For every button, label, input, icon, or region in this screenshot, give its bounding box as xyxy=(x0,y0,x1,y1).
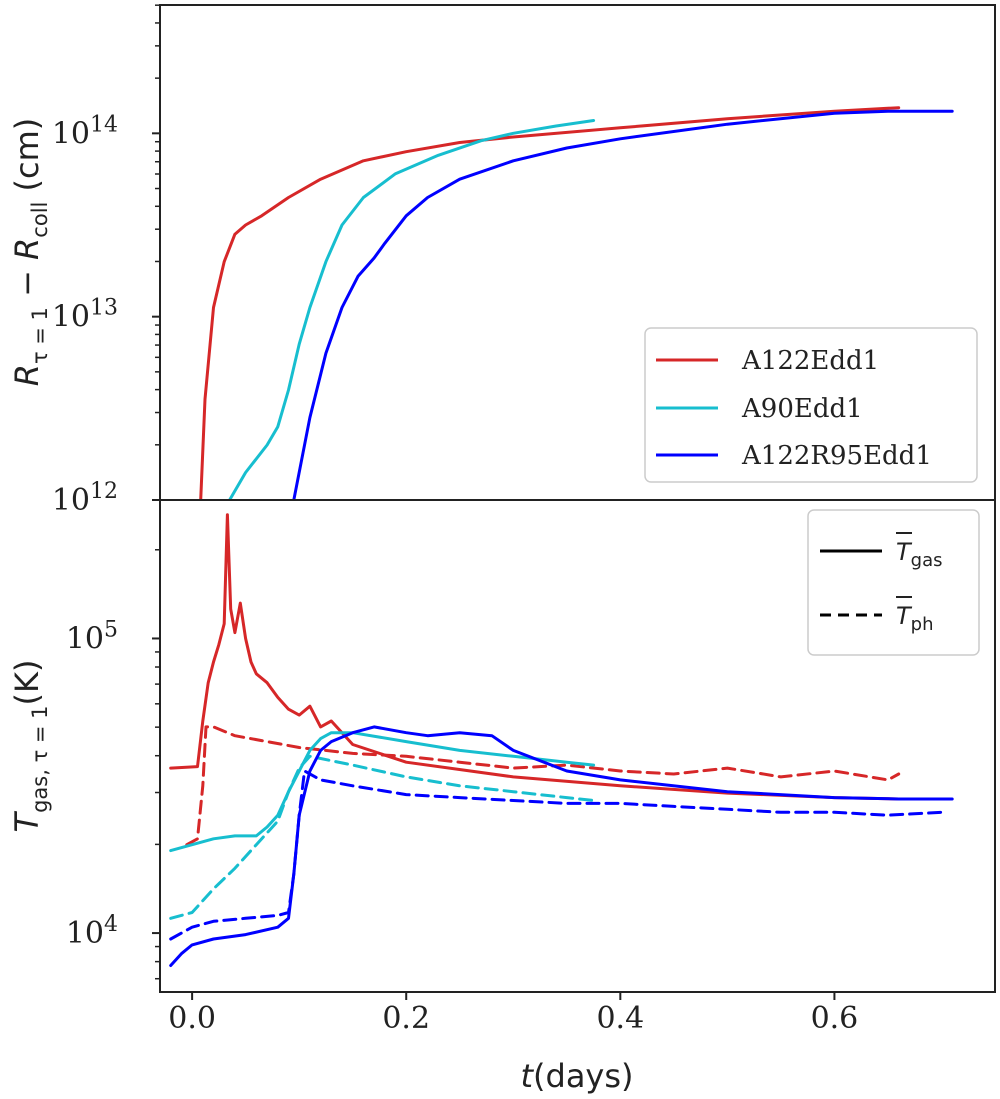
y-tick-label: 1014 xyxy=(52,112,118,151)
legend-label-a122r95edd1: A122R95Edd1 xyxy=(741,441,932,471)
top-legend: A122Edd1 A90Edd1 A122R95Edd1 xyxy=(644,327,978,483)
y-tick-label: 105 xyxy=(66,617,118,656)
x-tick-label: 0.4 xyxy=(596,1001,644,1036)
legend-label-tgas: Tgas xyxy=(896,538,943,571)
top-y-ticks xyxy=(152,132,160,501)
top-series-group xyxy=(199,106,954,500)
top-panel: 1012 1013 1014 Rτ = 1 − Rcoll (cm) A122Edd… xyxy=(8,4,996,518)
series-line-a122edd1-t-ph xyxy=(185,725,901,847)
series-line-a122r95edd1-t-ph xyxy=(169,769,949,941)
series-line-a122edd1-t-gas xyxy=(169,513,901,801)
series-line-a90edd1 xyxy=(228,119,596,500)
x-tick-label: 0.6 xyxy=(811,1001,859,1036)
x-tick-label: 0.0 xyxy=(168,1001,216,1036)
top-y-tick-labels: 1012 1013 1014 xyxy=(52,112,118,518)
series-line-a122r95edd1 xyxy=(292,109,954,500)
bottom-x-ticks xyxy=(191,992,836,1000)
bottom-x-tick-labels: 0.0 0.2 0.4 0.6 xyxy=(168,1001,858,1036)
top-legend-entries: A122Edd1 A90Edd1 A122R95Edd1 xyxy=(656,346,932,471)
x-axis-label: t(days) xyxy=(520,1057,633,1095)
series-line-a122r95edd1-t-gas xyxy=(169,725,954,967)
top-legend-box xyxy=(644,327,978,483)
legend-label-a122edd1: A122Edd1 xyxy=(741,346,879,376)
series-line-a90edd1-t-ph xyxy=(169,754,596,920)
legend-label-a90edd1: A90Edd1 xyxy=(741,394,863,424)
bottom-panel: 104 105 0.0 0.2 0.4 0.6 Tgas, τ = 1(K) t(day… xyxy=(8,499,996,1095)
bottom-legend-box xyxy=(807,509,980,656)
bottom-y-minor-ticks xyxy=(155,549,160,980)
bottom-y-tick-labels: 104 105 xyxy=(66,617,118,951)
y-tick-label: 1012 xyxy=(52,479,118,518)
top-y-minor-ticks xyxy=(155,4,160,446)
series-line-a122edd1 xyxy=(199,106,901,500)
bottom-y-ticks xyxy=(152,637,160,935)
legend-label-tph: Tph xyxy=(896,602,934,635)
y-tick-label: 1013 xyxy=(52,296,118,335)
bottom-plot-frame xyxy=(159,499,996,993)
x-tick-label: 0.2 xyxy=(382,1001,430,1036)
bottom-legend: Tgas Tph xyxy=(807,509,980,656)
bottom-y-axis-label: Tgas, τ = 1(K) xyxy=(8,660,52,833)
y-tick-label: 104 xyxy=(66,912,118,951)
bottom-series-group xyxy=(169,513,954,967)
top-y-axis-label: Rτ = 1 − Rcoll (cm) xyxy=(8,118,52,387)
